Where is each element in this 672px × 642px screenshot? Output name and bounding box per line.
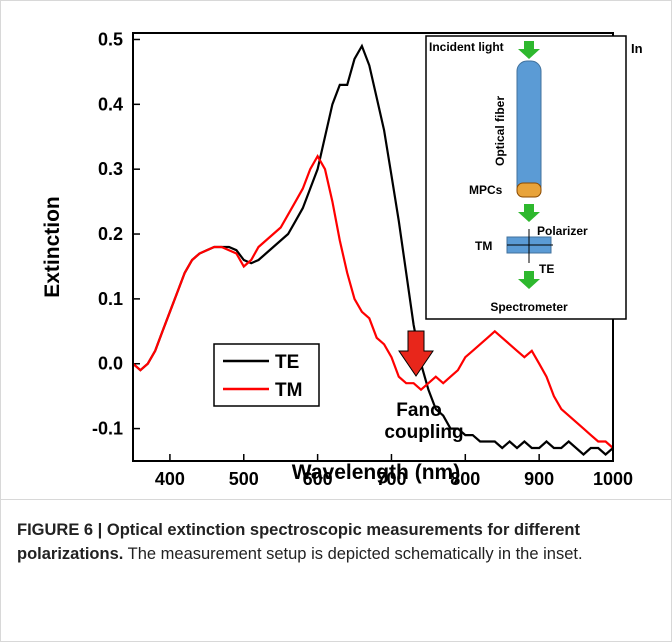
y-tick-label: 0.2 <box>98 224 123 244</box>
x-tick-label: 800 <box>450 469 480 489</box>
caption-bold: FIGURE 6 | Optical extinction spectrosco… <box>17 521 580 563</box>
inset-label: Polarizer <box>537 224 588 238</box>
chart: Wavelength (nm) Extinction 400 500 600 700 8… <box>41 29 643 489</box>
line-series <box>133 153 613 449</box>
legend-box <box>213 343 320 407</box>
y-tick-label: -0.1 <box>92 419 123 439</box>
inset-label: In <box>631 41 643 56</box>
x-axis-label: Wavelength (nm) <box>292 461 460 484</box>
inset-label: TE <box>539 262 554 276</box>
arrow <box>518 204 540 222</box>
y-tick-label: 0.4 <box>98 94 123 114</box>
mpcs <box>516 182 542 198</box>
arrow <box>518 271 540 289</box>
inset-label: TM <box>475 239 492 253</box>
annotation-text: Fano <box>396 400 441 421</box>
x-tick-label: 1000 <box>593 469 633 489</box>
y-axis-label: Extinction <box>41 196 64 298</box>
arrow <box>518 41 540 59</box>
y-tick-label: 0.0 <box>98 354 123 374</box>
annotation-arrow <box>398 330 434 377</box>
caption: FIGURE 6 | Optical extinction spectrosco… <box>1 499 671 641</box>
x-tick-label: 400 <box>155 469 185 489</box>
legend-label: TM <box>275 380 302 401</box>
annotation-text: coupling <box>384 422 463 443</box>
inset-label: Incident light <box>429 40 504 54</box>
fiber <box>516 60 542 197</box>
caption-text: The measurement setup is depicted schema… <box>123 545 583 563</box>
x-tick-label: 900 <box>524 469 554 489</box>
x-tick-label: 700 <box>376 469 406 489</box>
inset-label: Optical fiber <box>493 96 507 166</box>
y-tick-label: 0.5 <box>98 29 123 49</box>
y-tick-label: 0.1 <box>98 289 123 309</box>
x-tick-label: 500 <box>229 469 259 489</box>
y-tick-label: 0.3 <box>98 159 123 179</box>
inset-label: MPCs <box>469 183 503 197</box>
legend-label: TE <box>275 352 299 373</box>
inset: Incident light Optical fiber MPCs Polarizer… <box>425 35 643 320</box>
x-tick-label: 600 <box>303 469 333 489</box>
inset-label: Spectrometer <box>490 300 568 314</box>
